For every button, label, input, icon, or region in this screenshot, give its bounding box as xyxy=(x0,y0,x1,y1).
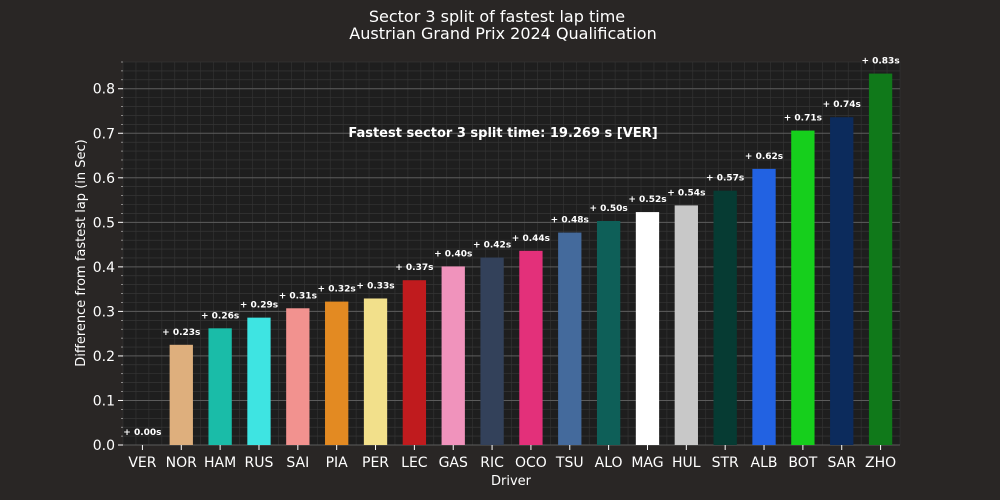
x-tick-label: ZHO xyxy=(865,455,896,471)
y-tick-label: 0.0 xyxy=(93,438,115,454)
bar-value-label: + 0.48s xyxy=(551,216,589,226)
y-tick-label: 0.6 xyxy=(93,171,115,187)
bar-lec xyxy=(402,280,427,445)
bar-value-label: + 0.50s xyxy=(590,204,628,214)
y-tick-label: 0.4 xyxy=(93,260,115,276)
bar-value-label: + 0.42s xyxy=(473,241,511,251)
bars-group: + 0.00s+ 0.23s+ 0.26s+ 0.29s+ 0.31s+ 0.3… xyxy=(123,57,900,445)
x-tick-label: RIC xyxy=(480,455,504,471)
x-tick-label: NOR xyxy=(166,455,197,471)
y-axis-label: Difference from fastest lap (in Sec) xyxy=(74,139,89,366)
x-tick-label: PIA xyxy=(326,455,349,471)
bar-value-label: + 0.31s xyxy=(279,291,317,301)
x-tick-label: VER xyxy=(128,455,156,471)
x-tick-label: BOT xyxy=(788,455,817,471)
bar-value-label: + 0.62s xyxy=(745,152,783,162)
x-axis: VER NOR HAM RUS SAI PIA PER LEC GAS RIC OCO TSU ALO M… xyxy=(128,445,896,471)
bar-value-label: + 0.54s xyxy=(667,188,705,198)
bar-value-label: + 0.32s xyxy=(318,285,356,295)
x-tick-label: MAG xyxy=(631,455,663,471)
bar-value-label: + 0.57s xyxy=(706,174,744,184)
y-tick-label: 0.5 xyxy=(93,215,115,231)
x-axis-label: Driver xyxy=(491,474,532,489)
bar-value-label: + 0.74s xyxy=(823,100,861,110)
bar-value-label: + 0.44s xyxy=(512,234,550,244)
x-tick-label: GAS xyxy=(439,455,468,471)
bar-value-label: + 0.40s xyxy=(434,249,472,259)
bar-alo xyxy=(596,220,621,445)
bar-value-label: + 0.71s xyxy=(784,114,822,124)
x-tick-label: ALO xyxy=(595,455,623,471)
x-tick-label: SAR xyxy=(827,455,856,471)
y-tick-label: 0.2 xyxy=(93,349,115,365)
x-tick-label: STR xyxy=(712,455,739,471)
bar-value-label: + 0.83s xyxy=(861,57,899,67)
bar-sai xyxy=(286,308,310,445)
bar-hul xyxy=(674,205,698,445)
bar-oco xyxy=(519,250,543,445)
y-tick-label: 0.1 xyxy=(93,393,115,409)
x-tick-label: PER xyxy=(362,455,389,471)
bar-value-label: + 0.33s xyxy=(356,281,394,291)
bar-pia xyxy=(325,301,349,445)
bar-value-label: + 0.37s xyxy=(395,263,433,273)
bar-zho xyxy=(868,73,893,445)
bar-per xyxy=(363,298,388,445)
chart-title: Sector 3 split of fastest lap time xyxy=(369,7,625,26)
bar-ric xyxy=(480,257,504,445)
x-tick-label: HAM xyxy=(204,455,236,471)
bar-mag xyxy=(635,212,660,445)
bar-sar xyxy=(830,117,854,445)
bar-rus xyxy=(247,317,271,445)
bar-value-label: + 0.26s xyxy=(201,311,239,321)
bar-str xyxy=(713,190,737,445)
x-tick-label: SAI xyxy=(286,455,309,471)
bar-bot xyxy=(791,130,815,445)
y-tick-label: 0.7 xyxy=(93,126,115,142)
bar-ham xyxy=(208,328,232,445)
x-tick-label: HUL xyxy=(672,455,701,471)
x-tick-label: LEC xyxy=(401,455,428,471)
bar-tsu xyxy=(558,232,582,445)
y-tick-label: 0.8 xyxy=(93,82,115,98)
y-tick-label: 0.3 xyxy=(93,304,115,320)
bar-nor xyxy=(169,344,193,445)
x-tick-label: OCO xyxy=(515,455,547,471)
chart-subtitle: Austrian Grand Prix 2024 Qualification xyxy=(349,24,656,43)
x-tick-label: RUS xyxy=(245,455,274,471)
fastest-time-annotation: Fastest sector 3 split time: 19.269 s [V… xyxy=(348,126,657,141)
bar-value-label: + 0.00s xyxy=(123,428,161,438)
bar-value-label: + 0.23s xyxy=(162,328,200,338)
bar-value-label: + 0.29s xyxy=(240,301,278,311)
y-axis: 0.0 0.1 0.2 0.3 0.4 0.5 0.6 0.7 0.8 xyxy=(93,61,123,454)
x-tick-label: TSU xyxy=(555,455,584,471)
bar-gas xyxy=(441,266,465,445)
bar-value-label: + 0.52s xyxy=(628,195,666,205)
bar-alb xyxy=(752,168,776,445)
x-tick-label: ALB xyxy=(751,455,778,471)
